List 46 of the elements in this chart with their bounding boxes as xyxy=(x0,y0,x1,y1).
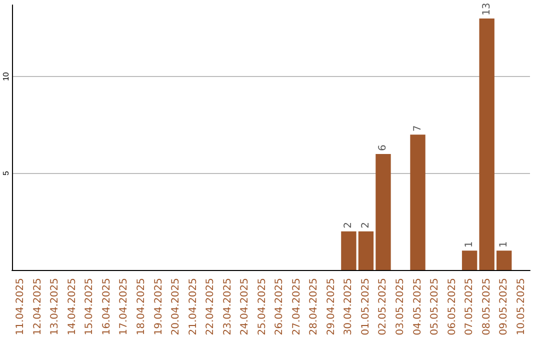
data-label: 1 xyxy=(498,241,510,248)
x-tick-label: 14.04.2025 xyxy=(66,278,78,336)
x-tick-label: 20.04.2025 xyxy=(170,278,182,336)
x-tick-label: 23.04.2025 xyxy=(222,278,234,336)
x-tick-label: 24.04.2025 xyxy=(240,278,251,336)
x-tick-label: 01.05.2025 xyxy=(360,278,372,336)
data-label: 1 xyxy=(464,241,476,248)
x-tick-label: 03.05.2025 xyxy=(395,278,406,336)
x-tick-label: 13.04.2025 xyxy=(50,278,61,336)
x-tick-label: 19.04.2025 xyxy=(153,278,164,336)
bar xyxy=(341,231,356,270)
x-tick-label: 27.04.2025 xyxy=(291,278,302,336)
x-tick-label: 15.04.2025 xyxy=(84,278,96,336)
x-tick-label: 08.05.2025 xyxy=(481,278,492,336)
data-label: 6 xyxy=(378,144,389,151)
x-tick-label: 21.04.2025 xyxy=(188,278,199,336)
x-tick-label: 25.04.2025 xyxy=(256,278,268,336)
bar xyxy=(496,250,512,270)
x-tick-label: 16.04.2025 xyxy=(101,278,112,336)
bar xyxy=(462,250,478,270)
data-label: 2 xyxy=(360,222,372,228)
y-tick-label: 10 xyxy=(2,72,10,82)
data-label: 7 xyxy=(412,125,424,132)
x-tick-label: 22.04.2025 xyxy=(205,278,216,336)
x-tick-label: 07.05.2025 xyxy=(464,278,476,336)
x-tick-label: 05.05.2025 xyxy=(430,278,441,336)
x-tick-label: 04.05.2025 xyxy=(412,278,424,336)
x-tick-label: 10.05.2025 xyxy=(516,278,527,336)
bar xyxy=(410,134,426,270)
x-tick-label: 09.05.2025 xyxy=(498,278,510,336)
data-label: 2 xyxy=(343,222,354,228)
x-tick-label: 30.04.2025 xyxy=(343,278,354,336)
x-tick-label: 06.05.2025 xyxy=(446,278,458,336)
x-tick-label: 11.04.2025 xyxy=(15,278,26,336)
bar xyxy=(358,231,374,270)
x-tick-label: 29.04.2025 xyxy=(326,278,337,336)
x-tick-label: 02.05.2025 xyxy=(378,278,389,336)
x-tick-label: 12.04.2025 xyxy=(32,278,44,336)
y-tick-label: 5 xyxy=(2,170,10,176)
data-label: 13 xyxy=(481,2,492,16)
x-tick-label: 18.04.2025 xyxy=(136,278,147,336)
x-tick-label: 17.04.2025 xyxy=(118,278,130,336)
x-tick-label: 26.04.2025 xyxy=(274,278,286,336)
x-tick-label: 28.04.2025 xyxy=(308,278,320,336)
bar xyxy=(479,18,494,270)
bar xyxy=(376,154,391,270)
